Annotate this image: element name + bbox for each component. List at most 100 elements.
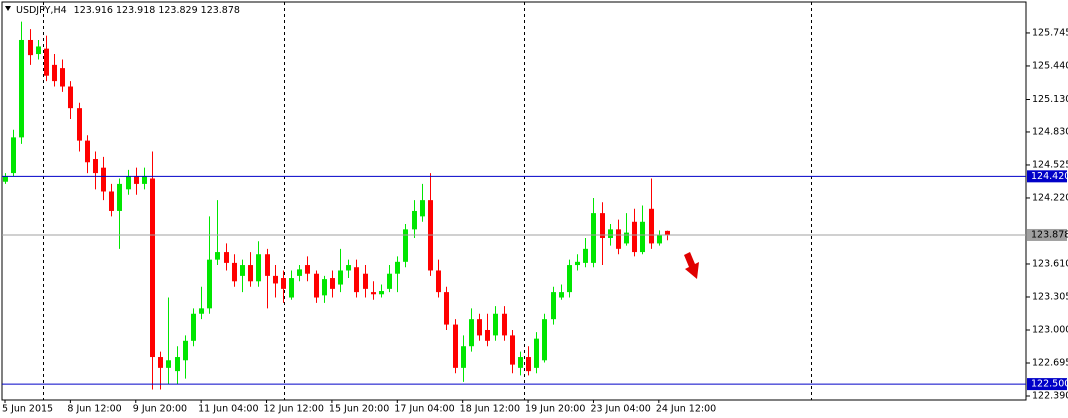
candle-body — [93, 159, 98, 174]
candle-body — [150, 178, 155, 358]
candle-body — [616, 229, 621, 249]
candle-body — [657, 234, 662, 244]
candle-body — [575, 261, 580, 266]
candle-body — [485, 329, 490, 341]
y-tick-label: 123.000 — [1032, 324, 1068, 335]
candle-body — [215, 252, 220, 260]
candle-body — [518, 357, 523, 368]
plot-frame — [1, 1, 1027, 401]
candle-body — [77, 108, 82, 141]
y-tick-label: 124.525 — [1032, 159, 1068, 170]
horizontal-line-label: 122.500 — [1031, 379, 1068, 390]
candle-body — [591, 213, 596, 263]
close-quote: 123.878 — [201, 5, 240, 16]
candle-body — [346, 265, 351, 271]
candle-body — [371, 292, 376, 295]
candle-body — [240, 265, 245, 276]
candle-body — [395, 261, 400, 274]
horizontal-line-box — [1027, 378, 1067, 391]
down-arrow — [684, 252, 699, 279]
candle-body — [207, 259, 212, 309]
x-tick-label: 19 Jun 20:00 — [525, 404, 585, 415]
symbol: USDJPY,H4 — [16, 5, 67, 16]
candle-body — [60, 68, 65, 87]
candle-body — [126, 176, 131, 190]
candle-body — [477, 319, 482, 336]
candle-body — [665, 230, 670, 235]
candle-body — [542, 319, 547, 361]
candle-body — [640, 221, 645, 253]
candle-body — [534, 338, 539, 368]
bid-line-box — [1027, 228, 1067, 241]
candle-body — [583, 248, 588, 263]
candle-body — [28, 39, 33, 56]
candle-body — [109, 191, 114, 211]
x-tick-label: 5 Jun 2015 — [2, 404, 53, 415]
candle-body — [232, 262, 237, 282]
candle-body — [403, 229, 408, 262]
candle-body — [191, 313, 196, 341]
candle-body — [461, 346, 466, 368]
y-tick-label: 123.610 — [1032, 258, 1068, 269]
candle-body — [305, 265, 310, 274]
horizontal-line-label: 124.420 — [1031, 171, 1068, 182]
candle-body — [273, 275, 278, 284]
candle-body — [624, 232, 629, 244]
x-tick-label: 17 Jun 04:00 — [394, 404, 454, 415]
candle-body — [183, 340, 188, 361]
chart-header: USDJPY,H4 123.916 123.918 123.829 123.87… — [16, 5, 240, 16]
candle-body — [166, 360, 171, 368]
x-tick-label: 8 Jun 12:00 — [67, 404, 121, 415]
y-tick-label: 122.695 — [1032, 357, 1068, 368]
candle-body — [354, 267, 359, 293]
candle-body — [281, 278, 286, 289]
high-quote: 123.918 — [116, 5, 155, 16]
y-tick-label: 125.745 — [1032, 27, 1068, 38]
horizontal-line-box — [1027, 170, 1067, 183]
candle-body — [338, 270, 343, 285]
candle-body — [567, 265, 572, 293]
header-arrow — [5, 6, 11, 11]
y-tick-label: 125.130 — [1032, 94, 1068, 105]
candle-body — [101, 167, 106, 192]
y-tick-label: 122.390 — [1032, 390, 1068, 401]
bid-line-label: 123.878 — [1031, 229, 1068, 240]
candle-body — [322, 279, 327, 296]
candle-body — [224, 252, 229, 263]
candle-body — [314, 273, 319, 298]
candle-body — [412, 210, 417, 230]
candle-body — [510, 335, 515, 365]
x-tick-label: 9 Jun 20:00 — [133, 404, 187, 415]
candle-body — [199, 308, 204, 314]
candle-body — [420, 200, 425, 217]
candle-body — [3, 176, 8, 182]
candle-body — [632, 221, 637, 253]
y-tick-label: 123.305 — [1032, 291, 1068, 302]
x-tick-label: 24 Jun 12:00 — [656, 404, 716, 415]
candle-body — [363, 273, 368, 289]
x-tick-label: 12 Jun 12:00 — [264, 404, 324, 415]
candle-body — [436, 270, 441, 293]
candle-body — [469, 319, 474, 347]
x-tick-label: 15 Jun 20:00 — [329, 404, 389, 415]
candle-body — [117, 183, 122, 211]
x-tick-label: 23 Jun 04:00 — [590, 404, 650, 415]
candle-body — [559, 292, 564, 298]
candle-body — [68, 86, 73, 109]
candle-body — [649, 208, 654, 244]
candle-body — [453, 324, 458, 368]
candle-body — [502, 313, 507, 336]
candle-body — [256, 254, 261, 282]
candle-body — [158, 357, 163, 368]
candle-body — [142, 176, 147, 184]
candle-body — [19, 39, 24, 138]
candle-body — [36, 46, 41, 55]
separators — [43, 2, 812, 400]
candle-body — [387, 273, 392, 289]
candle-body — [44, 48, 49, 76]
candle-body — [330, 278, 335, 289]
candle-body — [85, 140, 90, 163]
candle-body — [600, 213, 605, 239]
candle-body — [526, 357, 531, 372]
